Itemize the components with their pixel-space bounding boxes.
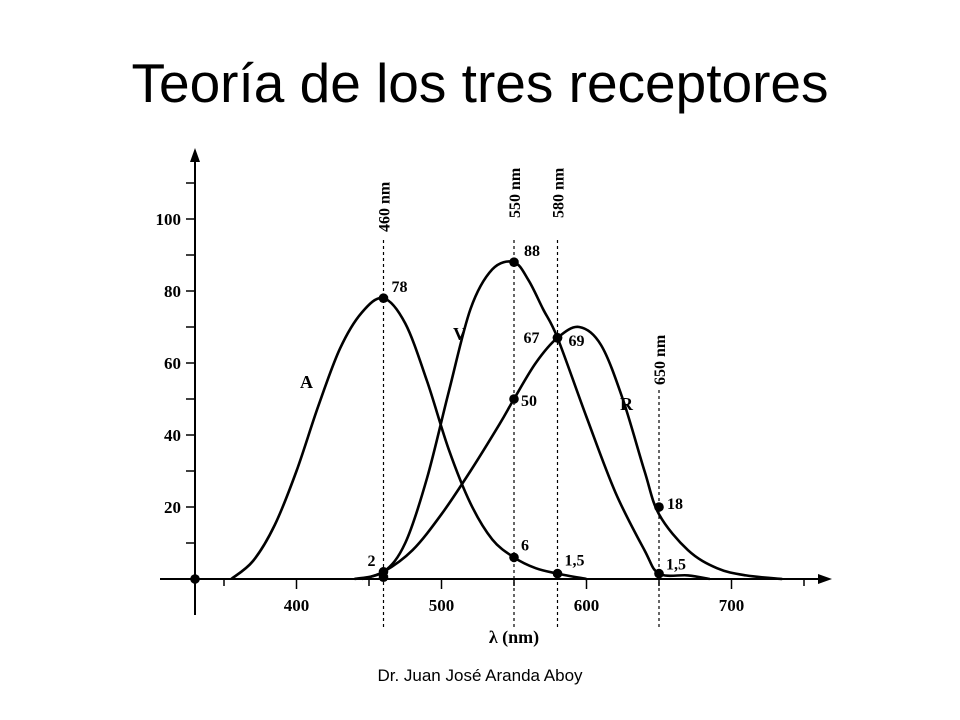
- series-label-A: A: [300, 372, 313, 392]
- y-tick-label: 20: [164, 498, 181, 517]
- data-point-label: 1,5: [565, 553, 585, 570]
- series-label-V: V: [453, 324, 466, 344]
- author-footer: Dr. Juan José Aranda Aboy: [377, 666, 583, 685]
- data-point: [509, 552, 519, 563]
- x-axis-arrow: [818, 574, 832, 584]
- data-point: [552, 333, 563, 343]
- data-point: [509, 394, 519, 404]
- reference-lines: 460 nm 550 nm 580 nm 650 nm: [377, 167, 669, 629]
- series-line-R: [361, 325, 783, 581]
- x-tick-label: 700: [719, 596, 745, 615]
- chart-labels: A V R 78 2 88 50 6 67 69 1,5 18 1,5: [300, 243, 686, 573]
- data-point: [654, 568, 664, 579]
- y-tick-label: 100: [156, 210, 182, 229]
- data-point: [654, 502, 664, 512]
- marked-points: [190, 257, 664, 584]
- reference-line-label: 580 nm: [551, 167, 568, 218]
- data-point: [378, 293, 389, 304]
- data-point-label: 50: [521, 393, 537, 410]
- data-point-label: 88: [524, 243, 540, 260]
- series-line-V: [354, 260, 710, 581]
- data-point-label: 1,5: [666, 557, 686, 574]
- reference-line-label: 550 nm: [507, 167, 524, 218]
- x-tick-label: 600: [574, 596, 600, 615]
- reference-line-label: 650 nm: [652, 334, 669, 385]
- data-point-label: 6: [521, 537, 529, 554]
- y-tick-label: 80: [164, 282, 181, 301]
- data-point: [190, 574, 200, 584]
- data-point: [552, 568, 563, 579]
- y-axis-arrow: [190, 148, 200, 162]
- y-tick-label: 40: [164, 426, 181, 445]
- data-point-label: 69: [569, 333, 585, 350]
- x-tick-label: 400: [284, 596, 310, 615]
- x-tick-label: 500: [429, 596, 455, 615]
- x-axis-label: λ (nm): [489, 627, 539, 648]
- reference-line-label: 460 nm: [377, 181, 394, 232]
- curves: [230, 260, 783, 581]
- data-point-label: 2: [368, 553, 376, 570]
- data-point: [378, 572, 389, 582]
- y-tick-label: 60: [164, 354, 181, 373]
- series-label-R: R: [620, 394, 634, 414]
- data-point: [509, 257, 519, 268]
- data-point-label: 18: [667, 496, 683, 513]
- data-point-label: 78: [392, 279, 408, 296]
- axes: 20 40 60 80 100 400 500 600 700 λ (nm): [156, 148, 832, 648]
- slide-title: Teoría de los tres receptores: [131, 52, 829, 114]
- data-point-label: 67: [524, 330, 540, 347]
- series-line-A: [230, 296, 587, 581]
